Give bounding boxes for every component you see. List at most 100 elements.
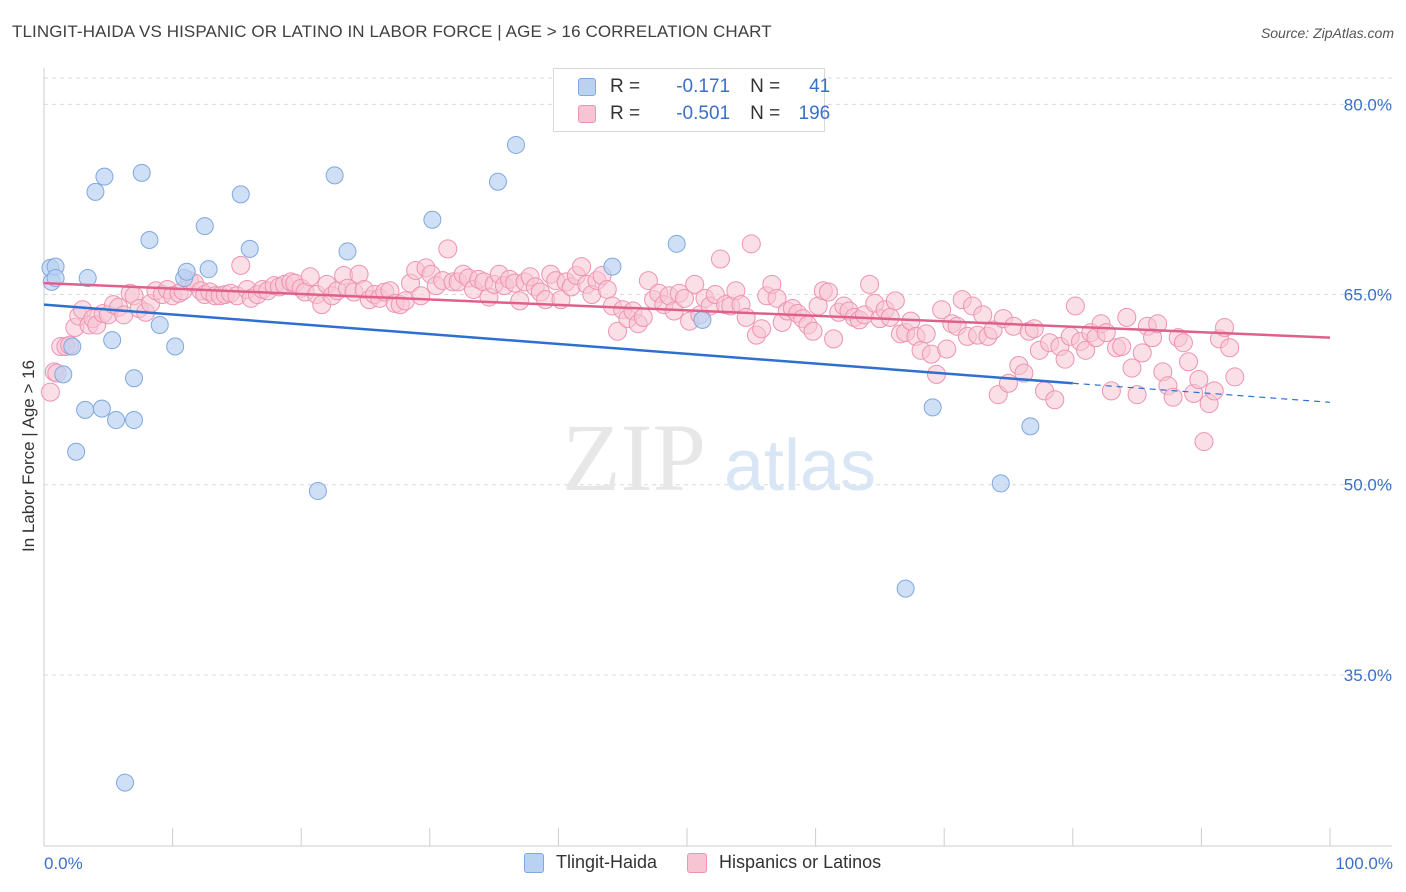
hispanics-point: [1132, 343, 1152, 363]
x-tick-label-min: 0.0%: [44, 854, 83, 873]
axes: [43, 68, 1392, 847]
tlingit-point: [140, 231, 159, 250]
tlingit-point: [195, 217, 214, 236]
hispanics-point: [510, 291, 530, 311]
hispanics-point: [741, 234, 761, 254]
n-value: 196: [798, 103, 831, 124]
r-label: R =: [610, 76, 641, 97]
x-tick-label-max: 100.0%: [1335, 854, 1393, 873]
tick-labels: 35.0% 50.0% 65.0% 80.0% 0.0% 100.0%: [44, 95, 1393, 873]
tlingit-point: [95, 167, 114, 186]
tlingit-point: [125, 369, 144, 388]
hispanics-point: [1204, 381, 1224, 401]
r-label: R =: [610, 103, 641, 124]
hispanics-point: [860, 274, 880, 294]
tlingit-point: [667, 234, 686, 253]
hispanics-point: [1127, 385, 1147, 405]
hispanics-point: [752, 319, 772, 339]
tlingit-point: [693, 310, 712, 329]
hispanics-point: [1065, 296, 1085, 316]
hispanics-point: [937, 339, 957, 359]
hispanics-point: [1014, 363, 1034, 383]
tlingit-point: [54, 365, 73, 384]
hispanics-point: [438, 239, 458, 259]
tlingit-point: [76, 400, 95, 419]
hispanics-point: [1179, 352, 1199, 372]
legend-item-hispanics: Hispanics or Latinos: [687, 852, 881, 873]
tlingit-point: [991, 474, 1010, 493]
tlingit-point: [1021, 417, 1040, 436]
hispanics-point: [710, 249, 730, 269]
n-label: N =: [750, 76, 781, 97]
hispanics-point: [1163, 387, 1183, 407]
hispanics-point: [1101, 381, 1121, 401]
hispanics-swatch: [578, 105, 596, 123]
y-axis-label: In Labor Force | Age > 16: [19, 360, 38, 552]
hispanics-point: [1024, 319, 1044, 339]
hispanics-point: [736, 307, 756, 327]
hispanics-point: [231, 255, 251, 275]
hispanics-point: [1194, 432, 1214, 452]
hispanics-point: [1189, 369, 1209, 389]
tlingit-point: [63, 337, 82, 356]
hispanics-point: [300, 267, 320, 287]
hispanics-point: [916, 324, 936, 344]
trend-lines: [43, 281, 1331, 403]
tlingit-point: [603, 257, 622, 276]
r-value: -0.171: [676, 76, 731, 97]
stats-row-tlingit: R = -0.171 N = 41: [578, 75, 830, 99]
hispanics-point: [638, 271, 658, 291]
hispanics-point: [608, 321, 628, 341]
hispanics-point: [633, 307, 653, 327]
tlingit-point: [308, 482, 327, 501]
hispanics-point: [674, 288, 694, 308]
tlingit-point: [107, 411, 126, 430]
hispanics-point: [767, 288, 787, 308]
hispanics-point: [1076, 340, 1096, 360]
hispanics-point: [1055, 349, 1075, 369]
hispanics-point: [1096, 323, 1116, 343]
hispanics-point: [1173, 333, 1193, 353]
hispanics-point: [803, 321, 823, 341]
chart-title: TLINGIT-HAIDA VS HISPANIC OR LATINO IN L…: [12, 22, 772, 41]
tlingit-point: [86, 182, 105, 201]
hispanics-point: [1225, 367, 1245, 387]
hispanics-point: [411, 286, 431, 306]
tlingit-point: [125, 411, 144, 430]
hispanics-point: [1112, 337, 1132, 357]
hispanics-point: [973, 305, 993, 325]
hispanics-point: [824, 329, 844, 349]
stats-legend: R = -0.171 N = 41 R = -0.501 N = 196: [553, 68, 830, 132]
tlingit-point: [103, 331, 122, 350]
hispanics-point: [685, 274, 705, 294]
tlingit-point: [132, 163, 151, 182]
hispanics-point: [1045, 390, 1065, 410]
tlingit-point: [506, 135, 525, 154]
hispanics-point: [885, 291, 905, 311]
hispanics-point: [597, 279, 617, 299]
y-tick-label: 35.0%: [1344, 666, 1392, 685]
watermark: ZIP atlas: [562, 404, 876, 511]
hispanics-point: [40, 382, 60, 402]
tlingit-point: [231, 185, 250, 204]
tlingit-point: [199, 260, 218, 279]
hispanics-point: [932, 300, 952, 320]
r-value: -0.501: [676, 103, 731, 124]
watermark-zip: ZIP: [562, 404, 706, 511]
tlingit-point: [92, 399, 111, 418]
tlingit-point: [240, 239, 259, 258]
tlingit-point: [67, 442, 86, 461]
y-tick-label: 65.0%: [1344, 286, 1392, 305]
tlingit-point: [488, 172, 507, 191]
hispanics-trend-line: [43, 281, 1331, 339]
hispanics-point: [818, 282, 838, 302]
tlingit-legend-swatch: [524, 852, 544, 873]
tlingit-point: [150, 315, 169, 334]
legend-label-tlingit: Tlingit-Haida: [556, 852, 658, 872]
n-value: 41: [809, 76, 831, 97]
hispanics-legend-swatch: [687, 852, 708, 873]
n-label: N =: [750, 103, 781, 124]
legend-item-tlingit: Tlingit-Haida: [524, 852, 657, 873]
tlingit-point: [78, 269, 97, 288]
